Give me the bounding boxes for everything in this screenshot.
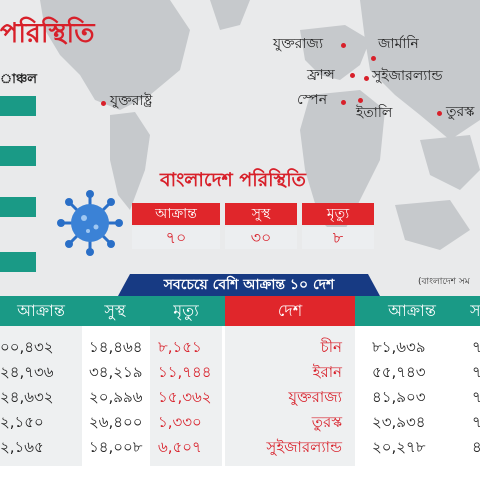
source-note: (বাংলাদেশ সম xyxy=(418,277,470,287)
cell-infected-right: ২৩,৯৩৪ xyxy=(372,413,426,431)
cell-deaths: ১,৩৩০ xyxy=(158,413,202,431)
cell-edge: ৭ xyxy=(472,338,480,356)
cell-deaths: ১১,৭৪৪ xyxy=(158,363,212,381)
cell-infected: ২,১৬৫ xyxy=(0,438,44,456)
cell-edge: ৭ xyxy=(472,413,480,431)
header-recovered: সুস্থ xyxy=(104,301,126,320)
region-bar xyxy=(0,197,36,217)
cell-recovered: ২৬,৪০০ xyxy=(89,413,143,431)
bd-value-infected: ৭০ xyxy=(132,227,220,249)
column-band xyxy=(150,326,222,466)
cell-recovered: ৩৪,২১৯ xyxy=(89,363,143,381)
cell-country: যুক্তরাজ্য xyxy=(288,388,342,406)
cell-recovered: ২০,৯৯৬ xyxy=(89,388,143,406)
city-label: তুরস্ক xyxy=(446,104,475,120)
bd-header-infected: আক্রান্ত xyxy=(132,203,220,225)
city-marker xyxy=(371,56,376,61)
cell-recovered: ১৪,৪৬৪ xyxy=(89,338,143,356)
cell-country: সুইজারল্যান্ড xyxy=(266,438,342,456)
region-bar xyxy=(0,96,36,116)
city-label: যুক্তরাজ্য xyxy=(273,36,324,52)
city-marker xyxy=(358,98,363,103)
city-marker xyxy=(350,73,355,78)
column-band xyxy=(0,326,82,466)
header-infected: আক্রান্ত xyxy=(17,301,65,320)
header-infected-right: আক্রান্ত xyxy=(388,301,436,320)
city-marker xyxy=(364,76,369,81)
bd-header-recovered: সুস্থ xyxy=(225,203,297,225)
city-label: জার্মানি xyxy=(378,36,419,52)
cell-infected-right: ৮১,৬৩৯ xyxy=(372,338,426,356)
region-label: াঞ্চল xyxy=(0,72,37,87)
cell-edge: ৪ xyxy=(472,438,480,456)
cell-deaths: ৮,১৫১ xyxy=(158,338,202,356)
cell-infected: ০০,৪৩২ xyxy=(0,338,54,356)
coronavirus-icon xyxy=(57,190,123,256)
world-map-shapes xyxy=(40,0,480,250)
top-countries-banner: সবচেয়ে বেশি আক্রান্ত ১০ দেশ xyxy=(118,274,380,296)
cell-edge: ৭ xyxy=(472,363,480,381)
cell-infected: ২৪,৭৩৬ xyxy=(0,363,54,381)
cell-edge: ৭ xyxy=(472,388,480,406)
city-label: ফ্রান্স xyxy=(307,67,335,83)
header-country: দেশ xyxy=(225,296,355,326)
city-label: ইতালি xyxy=(356,105,393,121)
cell-deaths: ৬,৫০৭ xyxy=(158,438,202,456)
cell-infected: ২৪,৬৩২ xyxy=(0,388,54,406)
header-edge: স xyxy=(470,301,480,320)
city-marker xyxy=(101,101,106,106)
cell-recovered: ১৪,০০৮ xyxy=(89,438,143,456)
city-label: যুক্তরাষ্ট্র xyxy=(110,93,153,109)
city-marker xyxy=(341,43,346,48)
page-title: পরিস্থিতি xyxy=(0,18,95,49)
cell-infected-right: ৫৫,৭৪৩ xyxy=(372,363,426,381)
world-map: পরিস্থিতি াঞ্চল যুক্তরাষ্ট্র যুক্তরাজ্য … xyxy=(0,0,480,300)
region-bar xyxy=(0,146,36,166)
bd-value-deaths: ৮ xyxy=(302,227,374,249)
cell-country: চীন xyxy=(320,338,342,356)
cell-infected-right: ৪১,৯০৩ xyxy=(372,388,426,406)
bangladesh-title: বাংলাদেশ পরিস্থিতি xyxy=(160,169,306,191)
cell-infected-right: ২০,২৭৮ xyxy=(372,438,426,456)
city-marker xyxy=(437,111,442,116)
city-marker xyxy=(341,100,346,105)
city-label: সুইজারল্যান্ড xyxy=(372,68,443,84)
bd-header-deaths: মৃত্যু xyxy=(302,203,374,225)
region-bar xyxy=(0,252,36,272)
cell-deaths: ১৫,৩৬২ xyxy=(158,388,212,406)
cell-country: ইরান xyxy=(312,363,342,381)
cell-infected: ২,১৫০ xyxy=(0,413,44,431)
bd-value-recovered: ৩০ xyxy=(225,227,297,249)
column-band xyxy=(225,326,355,466)
header-deaths: মৃত্যু xyxy=(173,301,199,320)
city-label: স্পেন xyxy=(297,92,328,108)
cell-country: তুরস্ক xyxy=(311,413,342,431)
